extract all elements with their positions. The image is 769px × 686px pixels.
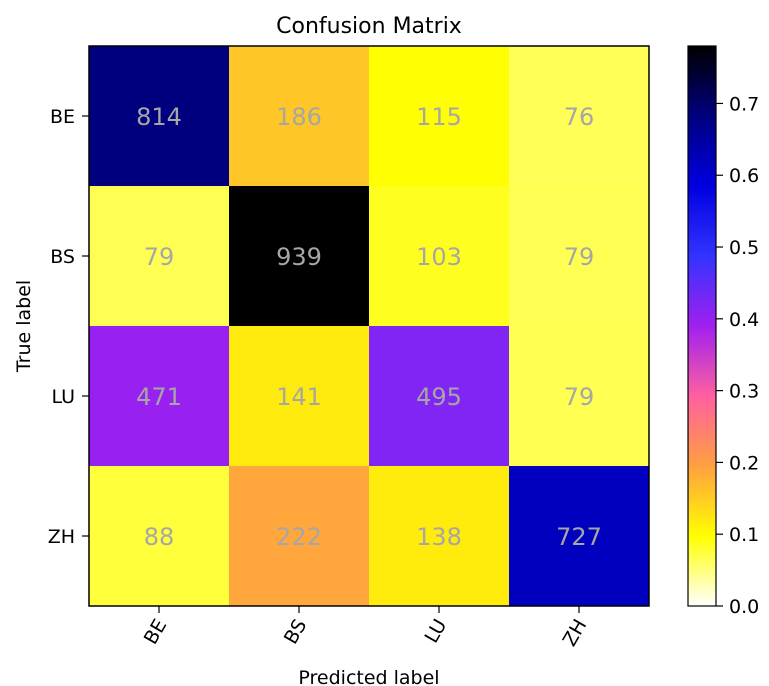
cell-value-label: 727 bbox=[556, 523, 602, 551]
heatmap-cell bbox=[229, 46, 370, 187]
heatmap-cell bbox=[89, 46, 230, 187]
colorbar-tick-label: 0.1 bbox=[729, 524, 759, 546]
cell-value-label: 103 bbox=[416, 243, 462, 271]
y-tick-label: LU bbox=[51, 386, 75, 408]
cell-value-label: 115 bbox=[416, 103, 462, 131]
cell-value-label: 79 bbox=[564, 383, 595, 411]
heatmap-cell bbox=[229, 466, 370, 607]
heatmap-cell bbox=[509, 186, 650, 327]
x-axis-ticks: BE BS LU ZH bbox=[140, 606, 592, 651]
heatmap-cell bbox=[369, 326, 510, 467]
cell-value-label: 222 bbox=[276, 523, 322, 551]
x-tick-label: ZH bbox=[559, 616, 592, 651]
plot-frame bbox=[88, 45, 650, 607]
cell-labels: 814 186 115 76 79 939 103 79 471 141 495 79 88 222 138… bbox=[136, 103, 602, 551]
colorbar-ticks: 0.0 0.1 0.2 0.3 0.4 0.5 0.6 0.7 bbox=[716, 93, 759, 618]
x-tick-label: BS bbox=[280, 616, 311, 648]
cell-value-label: 79 bbox=[144, 243, 175, 271]
heatmap-cell bbox=[89, 466, 230, 607]
colorbar-tick-label: 0.2 bbox=[729, 452, 759, 474]
heatmap-cell bbox=[229, 186, 370, 327]
cell-value-label: 138 bbox=[416, 523, 462, 551]
colorbar-tick-label: 0.0 bbox=[729, 596, 759, 618]
colorbar-tick-label: 0.6 bbox=[729, 165, 759, 187]
heatmap-cell bbox=[509, 46, 650, 187]
heatmap-cell bbox=[89, 186, 230, 327]
heatmap-cell bbox=[369, 186, 510, 327]
cell-value-label: 79 bbox=[564, 243, 595, 271]
cell-value-label: 76 bbox=[564, 103, 595, 131]
chart-title: Confusion Matrix bbox=[276, 14, 462, 39]
colorbar-tick-label: 0.4 bbox=[729, 309, 759, 331]
y-tick-label: ZH bbox=[48, 526, 75, 548]
heatmap-cell bbox=[509, 326, 650, 467]
cell-value-label: 939 bbox=[276, 243, 322, 271]
cell-value-label: 495 bbox=[416, 383, 462, 411]
cell-value-label: 141 bbox=[276, 383, 322, 411]
cell-value-label: 814 bbox=[136, 103, 182, 131]
heatmap-cells bbox=[89, 46, 650, 607]
heatmap-cell bbox=[369, 46, 510, 187]
heatmap-cell bbox=[229, 326, 370, 467]
colorbar-tick-label: 0.3 bbox=[729, 381, 759, 403]
heatmap-cell bbox=[89, 326, 230, 467]
cell-value-label: 471 bbox=[136, 383, 182, 411]
cell-value-label: 186 bbox=[276, 103, 322, 131]
x-tick-label: BE bbox=[140, 616, 172, 649]
y-tick-label: BE bbox=[50, 106, 75, 128]
heatmap-cell bbox=[369, 466, 510, 607]
colorbar bbox=[687, 45, 717, 607]
y-tick-label: BS bbox=[50, 246, 75, 268]
heatmap-cell bbox=[509, 466, 650, 607]
x-axis-label: Predicted label bbox=[298, 667, 439, 686]
colorbar-tick-label: 0.7 bbox=[729, 93, 759, 115]
y-axis-label: True label bbox=[13, 280, 35, 373]
y-axis-ticks: BE BS LU ZH bbox=[48, 106, 89, 548]
x-tick-label: LU bbox=[421, 616, 452, 647]
colorbar-tick-label: 0.5 bbox=[729, 237, 759, 259]
cell-value-label: 88 bbox=[144, 523, 175, 551]
